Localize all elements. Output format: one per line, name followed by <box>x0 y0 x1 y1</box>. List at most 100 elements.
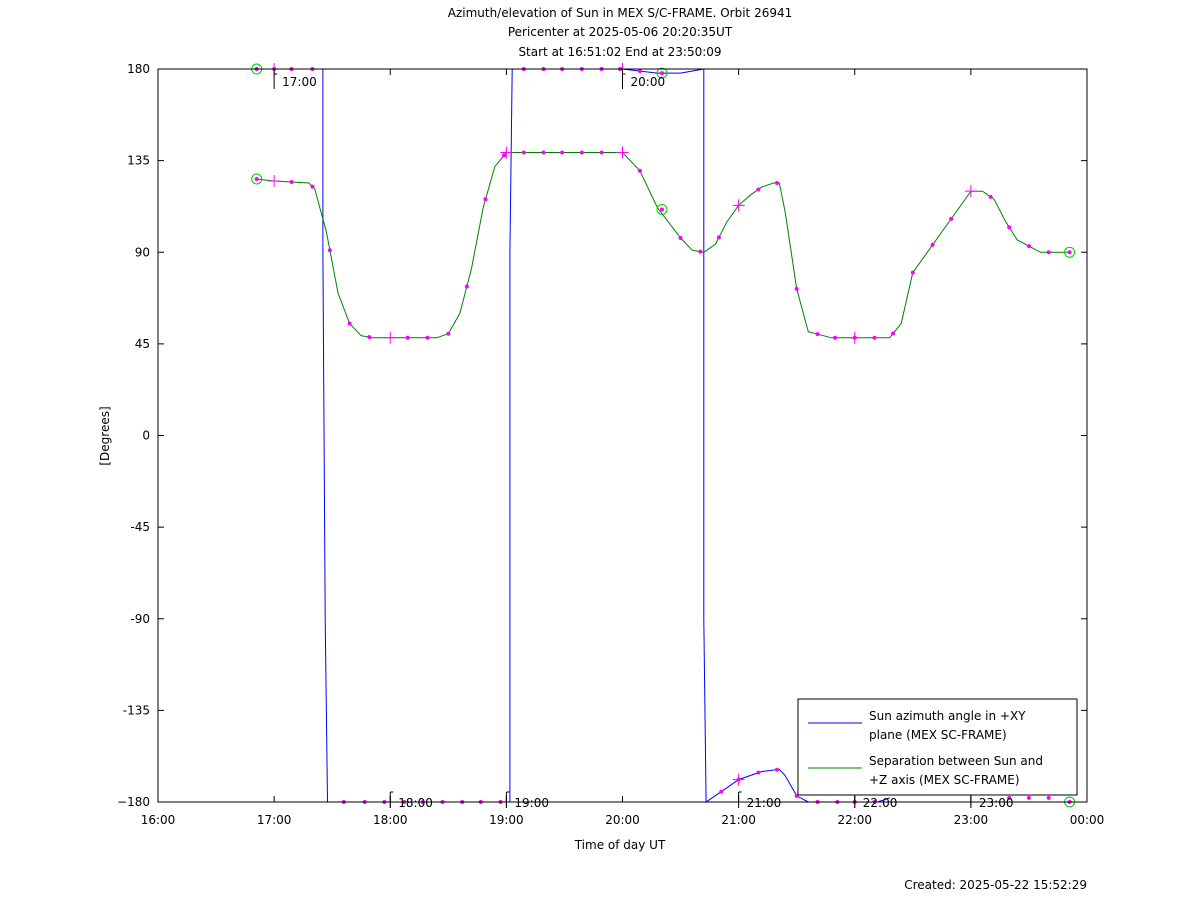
separation-marker-dot <box>1007 225 1012 230</box>
hour-flag-label: 21:00 <box>747 796 782 810</box>
series-line-2 <box>256 152 1070 339</box>
separation-marker-dot <box>949 216 954 221</box>
endpoint-circle-marker <box>251 173 263 185</box>
endpoint-center-dot <box>659 71 664 76</box>
separation-marker-dot <box>774 181 779 186</box>
title-line-3: Start at 16:51:02 End at 23:50:09 <box>518 45 721 59</box>
separation-marker-dot <box>1046 250 1051 255</box>
hour-flag-label: 17:00 <box>282 75 317 89</box>
separation-marker-dot <box>521 150 526 155</box>
hour-cross-marker <box>616 146 629 159</box>
hour-cross-marker <box>268 174 281 187</box>
separation-marker-dot <box>310 184 315 189</box>
endpoint-circle-marker <box>1064 246 1076 258</box>
separation-marker-dot <box>327 248 332 253</box>
separation-marker-dot <box>891 331 896 336</box>
y-tick-label: -45 <box>130 520 150 534</box>
legend-label-1: Sun azimuth angle in +XY <box>869 709 1026 723</box>
separation-marker-dot <box>833 335 838 340</box>
endpoint-center-dot <box>1067 250 1072 255</box>
azimuth-marker-dot <box>774 767 779 772</box>
x-tick-label: 17:00 <box>257 813 292 827</box>
x-tick-label: 21:00 <box>721 813 756 827</box>
separation-marker-dot <box>678 235 683 240</box>
series-line-1 <box>256 68 890 803</box>
hour-flag-label: 19:00 <box>514 796 549 810</box>
separation-marker-dot <box>347 321 352 326</box>
x-tick-label: 20:00 <box>605 813 640 827</box>
y-tick-label: 0 <box>142 429 150 443</box>
hour-cross-marker <box>732 199 745 212</box>
separation-marker-dot <box>541 150 546 155</box>
separation-marker-dot <box>446 331 451 336</box>
separation-marker-dot <box>756 187 761 192</box>
axes: 16:00 17:00 18:00 19:00 20:00 21:00 22:00 23:00… <box>117 62 1104 827</box>
separation-marker-dot <box>367 335 372 340</box>
chart-title: Azimuth/elevation of Sun in MEX S/C-FRAM… <box>448 6 793 59</box>
hour-flag-label: 18:00 <box>398 796 433 810</box>
endpoint-circle-marker <box>656 67 668 79</box>
x-tick-label: 00:00 <box>1070 813 1105 827</box>
separation-marker-dot <box>815 332 820 337</box>
legend-label-2: +Z axis (MEX SC-FRAME) <box>869 773 1020 787</box>
y-tick-label: 45 <box>135 337 150 351</box>
y-tick-label: −180 <box>117 795 150 809</box>
x-tick-label: 22:00 <box>837 813 872 827</box>
y-tick-label: 180 <box>127 62 150 76</box>
legend-box <box>797 698 1078 796</box>
x-tick-label: 23:00 <box>954 813 989 827</box>
hour-cross-marker <box>964 185 977 198</box>
azimuth-marker-dot <box>1046 795 1051 800</box>
y-axis-label: [Degrees] <box>98 406 112 465</box>
hour-flag <box>273 73 278 89</box>
hour-flag-label: 22:00 <box>863 796 898 810</box>
separation-marker-dot <box>425 335 430 340</box>
separation-marker-dot <box>1026 244 1031 249</box>
separation-marker-dot <box>988 194 993 199</box>
separation-marker-dot <box>637 168 642 173</box>
legend: Sun azimuth angle in +XY plane (MEX SC-FR… <box>797 698 1078 796</box>
azimuth-marker-dot <box>756 770 761 775</box>
separation-marker-dot <box>289 180 294 185</box>
series-layer <box>256 68 1070 803</box>
separation-marker-dot <box>794 286 799 291</box>
endpoint-center-dot <box>659 207 664 212</box>
y-tick-label: 90 <box>135 245 150 259</box>
marker-layer: 17:00 20:00 18:00 19:00 21:00 22:00 23:00 <box>251 63 1076 810</box>
separation-marker-dot <box>560 150 565 155</box>
azimuth-marker-dot <box>637 69 642 74</box>
legend-label-1: plane (MEX SC-FRAME) <box>869 728 1007 742</box>
y-tick-label: -135 <box>123 703 150 717</box>
plot-frame <box>157 68 1088 803</box>
hour-cross-marker <box>732 773 745 786</box>
hour-flag-label: 20:00 <box>631 75 666 89</box>
x-tick-label: 19:00 <box>489 813 524 827</box>
y-tick-label: -90 <box>130 612 150 626</box>
separation-marker-dot <box>910 270 915 275</box>
title-line-1: Azimuth/elevation of Sun in MEX S/C-FRAM… <box>448 6 793 20</box>
separation-marker-dot <box>698 249 703 254</box>
hour-cross-marker <box>384 331 397 344</box>
x-tick-label: 16:00 <box>141 813 176 827</box>
azimuth-marker-dot <box>1026 795 1031 800</box>
x-tick-label: 18:00 <box>373 813 408 827</box>
x-axis-label: Time of day UT <box>574 838 666 852</box>
title-line-2: Pericenter at 2025-05-06 20:20:35UT <box>508 25 733 39</box>
separation-marker-dot <box>579 150 584 155</box>
separation-marker-dot <box>872 335 877 340</box>
separation-marker-dot <box>599 150 604 155</box>
separation-marker-dot <box>405 335 410 340</box>
legend-label-2: Separation between Sun and <box>869 754 1043 768</box>
y-tick-label: 135 <box>127 154 150 168</box>
separation-marker-dot <box>930 242 935 247</box>
hour-flag-label: 23:00 <box>979 796 1014 810</box>
azimuth-marker-dot <box>719 789 724 794</box>
hour-cross-marker <box>848 331 861 344</box>
separation-marker-dot <box>502 153 507 158</box>
hour-flag <box>622 73 626 89</box>
endpoint-circle-marker <box>656 203 668 215</box>
azimuth-marker-dot <box>1007 795 1012 800</box>
endpoint-center-dot <box>254 176 259 181</box>
separation-marker-dot <box>464 284 469 289</box>
